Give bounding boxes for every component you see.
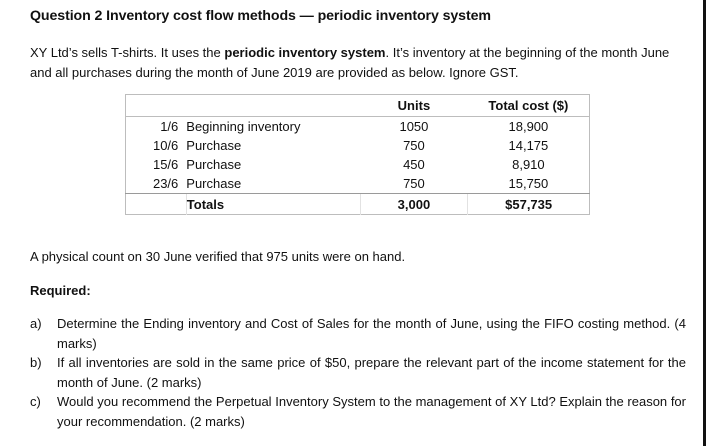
totals-label: Totals: [185, 193, 361, 215]
header-total-cost: Total cost ($): [467, 94, 590, 117]
row-units: 450: [403, 157, 425, 172]
required-item-a: a) Determine the Ending inventory and Co…: [30, 314, 686, 353]
row-total-cost: 15,750: [508, 176, 549, 191]
totals-date-empty: [125, 193, 187, 215]
table-row: 10/6 Purchase 750 14,175: [126, 136, 590, 155]
header-date: [125, 94, 187, 117]
intro-text-1: XY Ltd’s sells T-shirts. It uses the: [30, 45, 225, 60]
question-title: Question 2 Inventory cost flow methods —…: [30, 8, 491, 24]
item-marker: a): [30, 316, 42, 331]
item-marker: b): [30, 355, 42, 370]
row-date: 15/6: [152, 157, 179, 172]
table-row: 15/6 Purchase 450 8,910: [126, 155, 590, 174]
row-date: 1/6: [160, 119, 179, 134]
intro-paragraph: XY Ltd’s sells T-shirts. It uses the per…: [30, 43, 680, 83]
item-text: Determine the Ending inventory and Cost …: [57, 316, 686, 351]
item-text: If all inventories are sold in the same …: [57, 355, 686, 390]
intro-text-2: . It’s inventory at the beginning of the…: [30, 45, 670, 80]
required-item-b: b) If all inventories are sold in the sa…: [30, 353, 686, 392]
item-marker: c): [30, 394, 41, 409]
row-description: Purchase: [186, 176, 242, 191]
row-total-cost: 8,910: [512, 157, 545, 172]
totals-units: 3,000: [359, 193, 468, 215]
row-description: Beginning inventory: [186, 119, 301, 134]
table-row: 1/6 Beginning inventory 1050 18,900: [126, 117, 590, 137]
item-text: Would you recommend the Perpetual Invent…: [57, 394, 686, 429]
physical-count-text: A physical count on 30 June verified tha…: [30, 249, 406, 264]
intro-bold-term: periodic inventory system: [224, 45, 386, 60]
row-description: Purchase: [186, 138, 242, 153]
row-units: 750: [403, 176, 425, 191]
row-units: 1050: [399, 119, 429, 134]
inventory-table: Units Total cost ($) 1/6 Beginning inven…: [125, 94, 590, 215]
required-list: a) Determine the Ending inventory and Co…: [30, 314, 686, 431]
required-item-c: c) Would you recommend the Perpetual Inv…: [30, 392, 686, 431]
header-description: [186, 94, 361, 117]
totals-row: Totals 3,000 $57,735: [125, 193, 590, 215]
row-date: 23/6: [152, 176, 179, 191]
table-header-row: Units Total cost ($): [125, 94, 590, 117]
required-heading: Required:: [30, 283, 91, 298]
row-total-cost: 14,175: [508, 138, 549, 153]
totals-total-cost: $57,735: [467, 193, 590, 215]
row-date: 10/6: [152, 138, 179, 153]
row-total-cost: 18,900: [508, 119, 549, 134]
row-description: Purchase: [186, 157, 242, 172]
row-units: 750: [403, 138, 425, 153]
page-edge-divider: [703, 0, 706, 446]
header-units: Units: [360, 94, 468, 117]
table-row: 23/6 Purchase 750 15,750: [126, 174, 590, 194]
